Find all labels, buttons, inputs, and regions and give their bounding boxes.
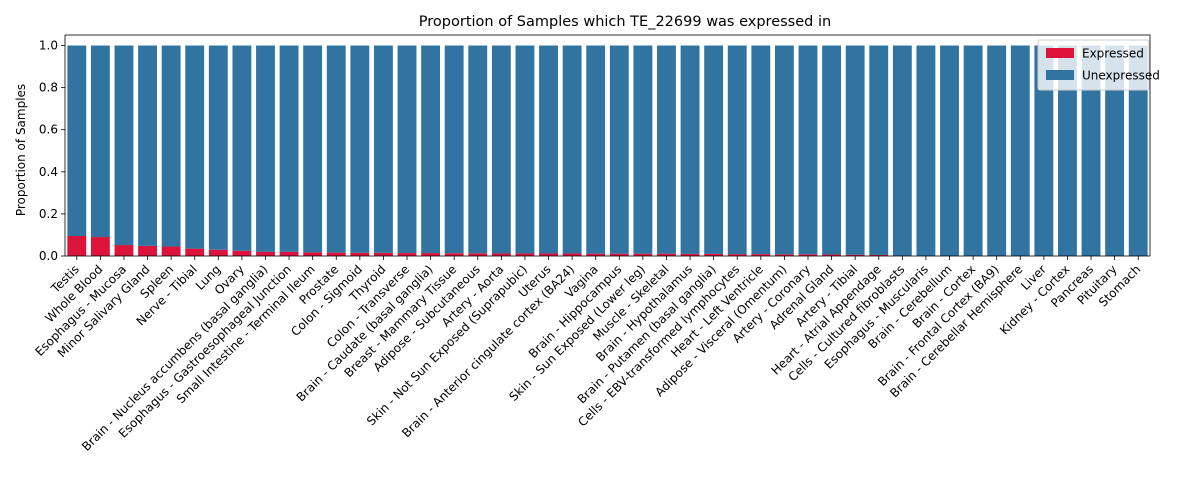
bar-expressed-22 bbox=[586, 253, 606, 256]
bar-unexpressed-15 bbox=[421, 45, 441, 254]
bar-expressed-20 bbox=[539, 253, 558, 256]
bar-unexpressed-5 bbox=[185, 45, 205, 249]
bar-unexpressed-10 bbox=[303, 45, 323, 253]
bar-unexpressed-3 bbox=[138, 45, 157, 246]
bar-expressed-12 bbox=[350, 252, 370, 256]
bar-expressed-6 bbox=[208, 249, 228, 256]
bar-expressed-21 bbox=[562, 253, 582, 256]
legend-swatch-unexpressed bbox=[1046, 70, 1074, 80]
bar-expressed-17 bbox=[468, 253, 488, 256]
bar-expressed-19 bbox=[515, 253, 535, 256]
bar-unexpressed-39 bbox=[987, 45, 1007, 257]
bar-unexpressed-25 bbox=[657, 45, 676, 254]
bar-expressed-4 bbox=[161, 246, 181, 256]
axes-frame bbox=[64, 34, 1151, 257]
bar-unexpressed-16 bbox=[444, 45, 464, 254]
bar-unexpressed-8 bbox=[256, 45, 275, 252]
bar-unexpressed-32 bbox=[822, 45, 842, 255]
bar-expressed-11 bbox=[326, 252, 346, 256]
bar-expressed-26 bbox=[680, 253, 700, 256]
bar-unexpressed-38 bbox=[963, 45, 983, 257]
bar-expressed-13 bbox=[373, 252, 393, 256]
bar-unexpressed-0 bbox=[67, 45, 87, 237]
bar-unexpressed-13 bbox=[373, 45, 393, 253]
bar-expressed-14 bbox=[397, 253, 417, 256]
bar-expressed-2 bbox=[114, 245, 134, 256]
y-axis-label: Proportion of Samples bbox=[14, 84, 28, 216]
y-tick-label-0: 0.0 bbox=[39, 249, 58, 263]
bar-unexpressed-31 bbox=[798, 45, 818, 255]
bar-unexpressed-30 bbox=[774, 45, 794, 255]
bar-unexpressed-20 bbox=[539, 45, 558, 254]
bar-expressed-28 bbox=[727, 254, 747, 256]
bar-expressed-18 bbox=[491, 253, 511, 256]
bar-expressed-27 bbox=[704, 253, 724, 256]
bar-unexpressed-43 bbox=[1081, 45, 1101, 257]
y-tick-label-4: 0.8 bbox=[39, 81, 58, 95]
bar-unexpressed-4 bbox=[161, 45, 181, 247]
bar-unexpressed-18 bbox=[491, 45, 511, 254]
bar-expressed-3 bbox=[138, 245, 157, 256]
bar-expressed-16 bbox=[444, 253, 464, 256]
y-tick-label-1: 0.2 bbox=[39, 207, 58, 221]
legend-label-unexpressed: Unexpressed bbox=[1082, 69, 1160, 83]
bar-unexpressed-27 bbox=[704, 45, 724, 254]
bar-unexpressed-23 bbox=[609, 45, 629, 254]
bar-unexpressed-1 bbox=[90, 45, 110, 238]
bar-expressed-32 bbox=[822, 254, 842, 256]
bar-unexpressed-14 bbox=[397, 45, 417, 254]
bar-expressed-34 bbox=[869, 254, 889, 256]
bar-expressed-1 bbox=[90, 237, 110, 256]
bar-unexpressed-12 bbox=[350, 45, 370, 253]
bar-unexpressed-34 bbox=[869, 45, 889, 255]
legend-label-expressed: Expressed bbox=[1082, 47, 1144, 61]
bar-unexpressed-40 bbox=[1010, 45, 1030, 257]
bar-unexpressed-26 bbox=[680, 45, 700, 254]
bar-unexpressed-17 bbox=[468, 45, 488, 254]
bar-unexpressed-41 bbox=[1034, 45, 1054, 257]
legend: Expressed Unexpressed bbox=[1037, 39, 1160, 91]
bar-unexpressed-28 bbox=[727, 45, 747, 255]
bar-expressed-33 bbox=[845, 254, 865, 256]
bar-unexpressed-29 bbox=[751, 45, 771, 255]
bar-expressed-9 bbox=[279, 251, 299, 256]
y-tick-label-2: 0.4 bbox=[39, 165, 58, 179]
y-tick-label-5: 1.0 bbox=[39, 39, 58, 53]
bar-unexpressed-44 bbox=[1105, 45, 1125, 257]
legend-swatch-expressed bbox=[1046, 48, 1074, 58]
bar-unexpressed-2 bbox=[114, 45, 134, 246]
bar-unexpressed-45 bbox=[1128, 45, 1148, 257]
bar-unexpressed-36 bbox=[916, 45, 936, 257]
bar-expressed-5 bbox=[185, 248, 205, 256]
bar-unexpressed-6 bbox=[208, 45, 228, 250]
chart-title: Proportion of Samples which TE_22699 was… bbox=[419, 14, 831, 30]
bar-unexpressed-33 bbox=[845, 45, 865, 255]
bar-expressed-24 bbox=[633, 253, 653, 256]
bar-expressed-7 bbox=[232, 250, 252, 256]
bar-unexpressed-7 bbox=[232, 45, 252, 251]
bar-unexpressed-9 bbox=[279, 45, 299, 252]
bar-expressed-30 bbox=[774, 254, 794, 256]
bar-unexpressed-35 bbox=[892, 45, 912, 257]
bar-unexpressed-37 bbox=[940, 45, 959, 257]
bar-unexpressed-42 bbox=[1058, 45, 1077, 257]
bar-expressed-29 bbox=[751, 254, 771, 256]
bar-expressed-23 bbox=[609, 253, 629, 256]
bar-expressed-10 bbox=[303, 252, 323, 256]
bar-expressed-31 bbox=[798, 254, 818, 256]
bar-unexpressed-21 bbox=[562, 45, 582, 254]
bar-expressed-15 bbox=[421, 253, 441, 256]
bar-unexpressed-22 bbox=[586, 45, 606, 254]
bar-expressed-8 bbox=[256, 251, 275, 256]
bar-unexpressed-19 bbox=[515, 45, 535, 254]
bar-expressed-0 bbox=[67, 236, 87, 256]
bar-unexpressed-11 bbox=[326, 45, 346, 253]
bar-expressed-25 bbox=[657, 253, 676, 256]
bar-unexpressed-24 bbox=[633, 45, 653, 254]
y-tick-label-3: 0.6 bbox=[39, 123, 58, 137]
